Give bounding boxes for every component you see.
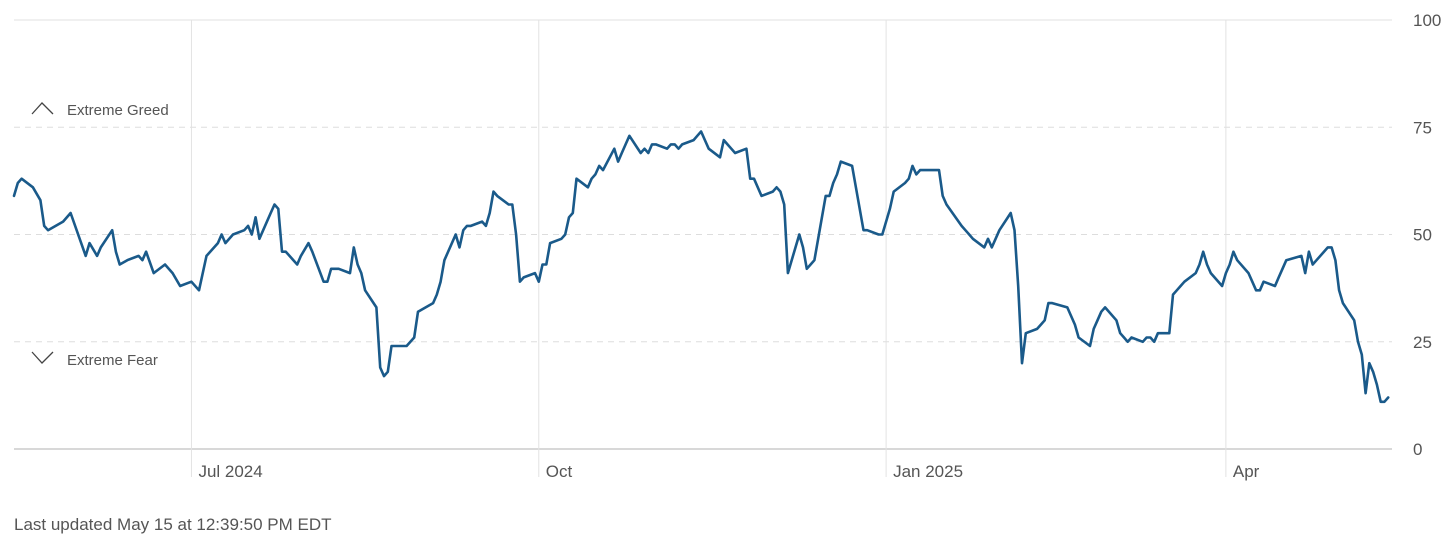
- y-tick-label: 75: [1413, 118, 1432, 137]
- y-tick-label: 100: [1413, 11, 1441, 30]
- y-axis: 100 75 50 25 0: [1413, 11, 1441, 459]
- x-tick-label: Oct: [546, 462, 573, 481]
- x-tick-label: Apr: [1233, 462, 1260, 481]
- fear-greed-chart: 100 75 50 25 0 Jul 2024 Oct Jan 2025 Apr Extrem…: [12, 11, 1441, 481]
- extreme-fear-label: Extreme Fear: [67, 352, 158, 369]
- last-updated-text: Last updated May 15 at 12:39:50 PM EDT: [14, 515, 332, 534]
- y-tick-label: 0: [1413, 440, 1422, 459]
- extreme-greed-label: Extreme Greed: [67, 102, 169, 119]
- gridlines: [14, 19, 1392, 477]
- x-tick-label: Jan 2025: [893, 462, 963, 481]
- x-tick-label: Jul 2024: [198, 462, 262, 481]
- y-tick-label: 50: [1413, 226, 1432, 245]
- series-line: [12, 130, 1390, 404]
- annotations: Extreme Greed Extreme Fear: [31, 102, 169, 369]
- x-axis: Jul 2024 Oct Jan 2025 Apr: [198, 462, 1259, 481]
- chevron-down-icon: [31, 351, 54, 364]
- series-line-0: [12, 130, 1390, 404]
- chevron-up-icon: [31, 102, 54, 115]
- y-tick-label: 25: [1413, 333, 1432, 352]
